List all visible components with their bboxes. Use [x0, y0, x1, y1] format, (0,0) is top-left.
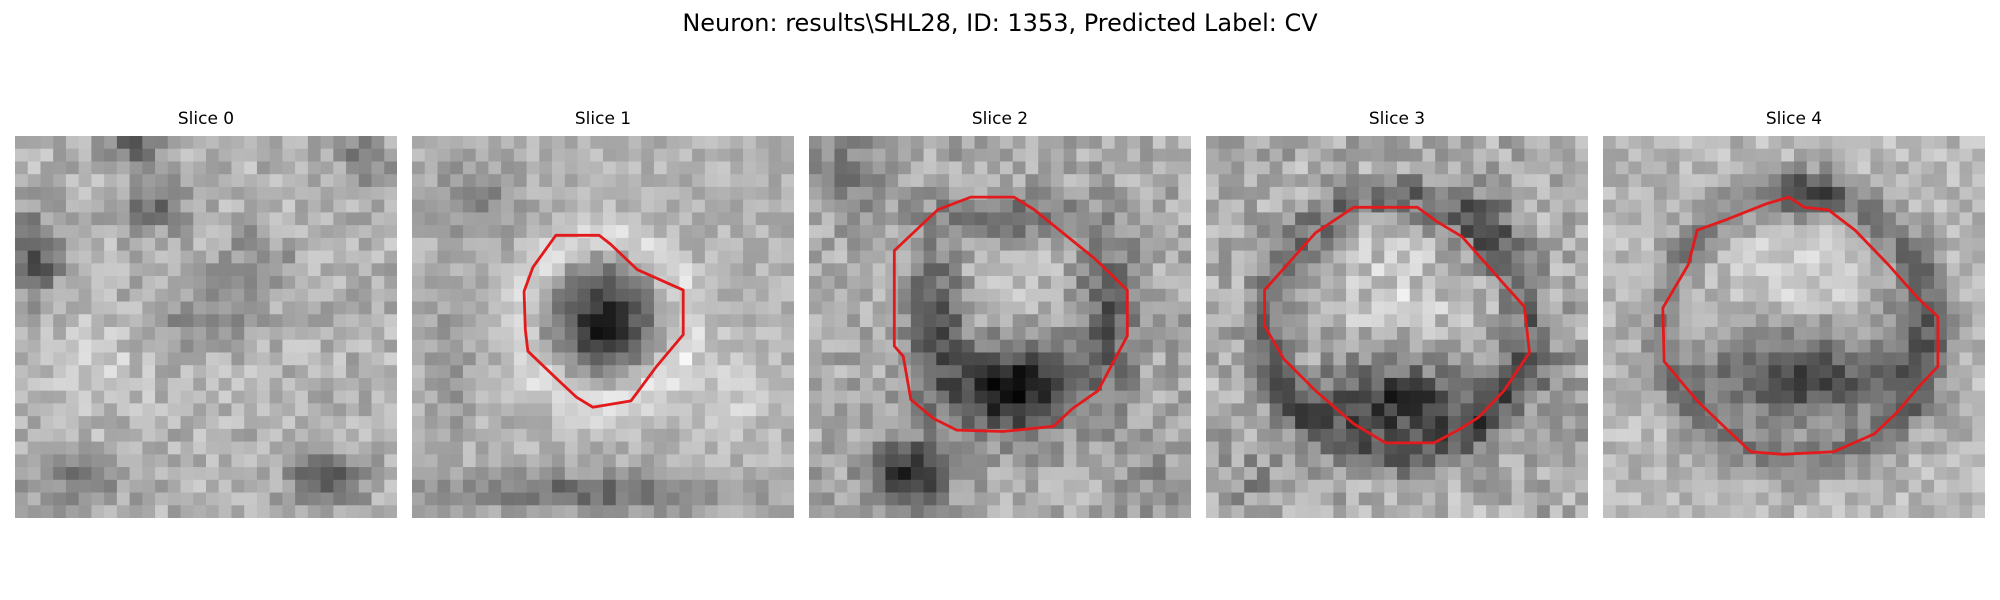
contour-outline-1: [522, 233, 685, 409]
slice-title-3: Slice 3: [1368, 109, 1426, 129]
contour-outline-2: [892, 195, 1129, 433]
contour-outline-3: [1263, 205, 1531, 445]
slice-panel-3: Slice 3: [1206, 108, 1588, 518]
grayscale-pixels-2: [809, 136, 1191, 518]
slice-panel-4: Slice 4: [1603, 108, 1985, 518]
grayscale-pixels-3: [1206, 136, 1588, 518]
contour-outline-4: [1661, 195, 1940, 456]
figure-title: Neuron: results\SHL28, ID: 1353, Predict…: [682, 9, 1318, 37]
slice-image-4: [1603, 136, 1985, 518]
grayscale-pixels-0: [15, 136, 397, 518]
grayscale-pixels-1: [412, 136, 794, 518]
slice-image-0: [15, 136, 397, 518]
slice-title-2: Slice 2: [971, 109, 1029, 129]
slice-image-2: [809, 136, 1191, 518]
slice-image-1: [412, 136, 794, 518]
slice-title-1: Slice 1: [574, 109, 632, 129]
slice-title-4: Slice 4: [1765, 109, 1823, 129]
grayscale-pixels-4: [1603, 136, 1985, 518]
slice-panel-0: Slice 0: [15, 108, 397, 518]
slice-panel-2: Slice 2: [809, 108, 1191, 518]
slice-panel-1: Slice 1: [412, 108, 794, 518]
slice-title-0: Slice 0: [177, 109, 235, 129]
slice-image-3: [1206, 136, 1588, 518]
